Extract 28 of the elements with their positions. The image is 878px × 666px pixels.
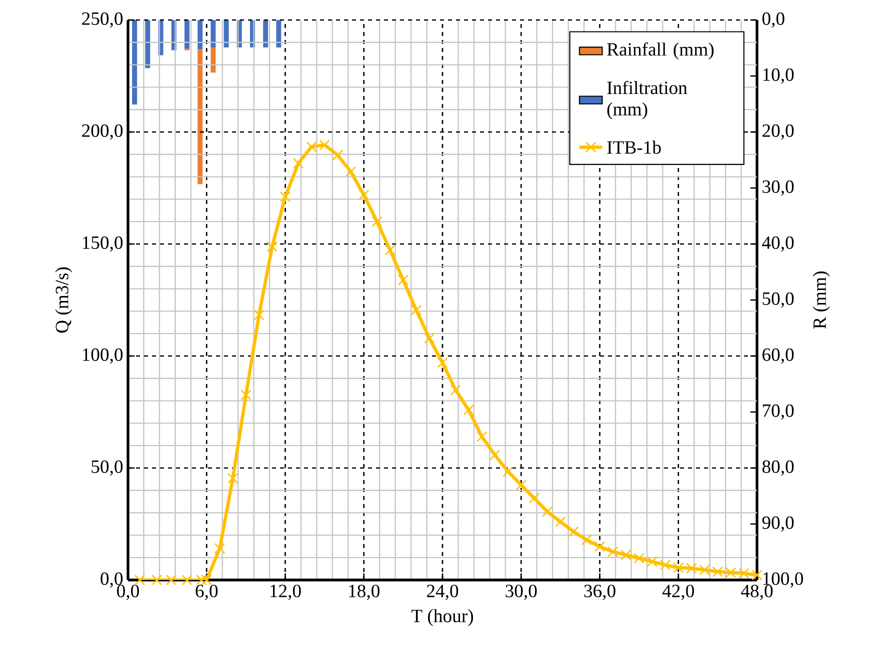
y2-axis-title: R (mm) — [812, 272, 830, 329]
y2-tick-label: 10,0 — [763, 68, 794, 84]
x-tick-label: 12,0 — [270, 584, 301, 600]
x-tick-label: 30,0 — [506, 584, 537, 600]
y2-tick-label: 50,0 — [762, 292, 794, 308]
x-axis-title: T (hour) — [411, 609, 474, 626]
x-tick-label: 36,0 — [584, 584, 616, 600]
y-tick-label: 100,0 — [82, 348, 123, 364]
y-tick-label: 50,0 — [92, 460, 123, 476]
y2-tick-label: 60,0 — [762, 348, 794, 364]
y2-tick-label: 80,0 — [762, 460, 794, 476]
x-tick-label: 24,0 — [426, 584, 458, 600]
y2-tick-label: 30,0 — [762, 180, 794, 196]
y2-tick-label: 70,0 — [762, 404, 794, 420]
x-tick-label: 18,0 — [349, 584, 380, 600]
y-axis-title: Q (m3/s) — [55, 267, 72, 333]
x-tick-label: 6,0 — [196, 584, 218, 600]
y-tick-label: 150,0 — [82, 236, 123, 252]
y-tick-label: 200,0 — [82, 124, 123, 140]
y2-tick-label: 20,0 — [762, 124, 794, 140]
legend-label: ITB-1b — [607, 140, 661, 154]
y2-tick-label: 0,0 — [762, 12, 784, 28]
legend-label: Infiltration (mm) — [607, 80, 688, 120]
x-tick-label: 42,0 — [662, 584, 694, 600]
y2-tick-label: 40,0 — [762, 236, 794, 252]
legend-label: Rainfall (mm) — [607, 42, 714, 60]
y2-tick-label: 90,0 — [762, 516, 794, 532]
y-tick-label: 250,0 — [82, 12, 123, 28]
